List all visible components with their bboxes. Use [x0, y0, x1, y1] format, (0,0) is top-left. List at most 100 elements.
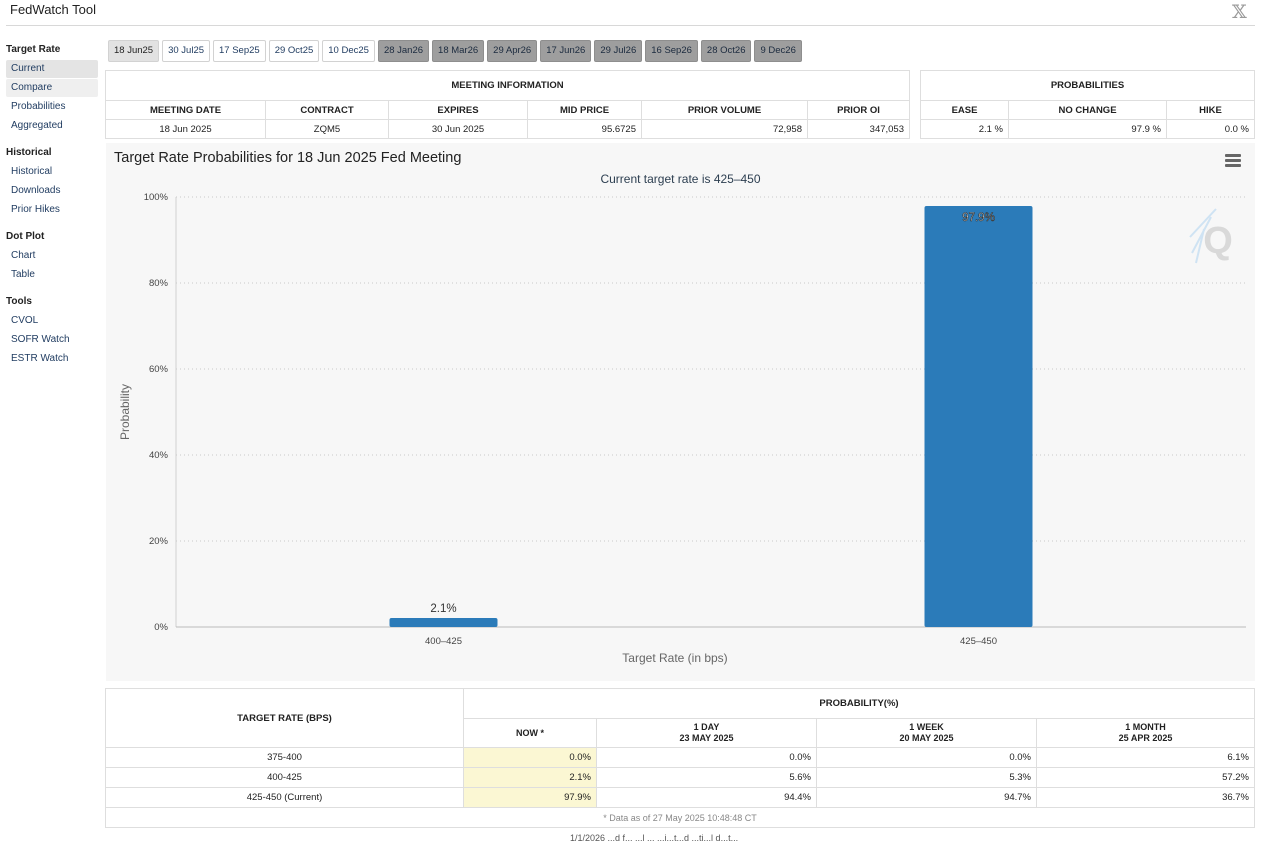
header-period-label: 1 WEEK — [909, 722, 944, 732]
meeting-info-title: MEETING INFORMATION — [105, 70, 910, 101]
probability-cell: 0.0% — [596, 747, 817, 768]
sidebar-item-estr-watch[interactable]: ESTR Watch — [11, 353, 69, 364]
sidebar-item-cvol[interactable]: CVOL — [11, 315, 39, 326]
header-period: 1 WEEK 20 MAY 2025 — [816, 718, 1037, 748]
prior-oi-value: 347,053 — [807, 119, 910, 139]
probability-cell: 94.4% — [596, 787, 817, 808]
svg-text:Q: Q — [1203, 220, 1233, 262]
data-timestamp-note: * Data as of 27 May 2025 10:48:48 CT — [105, 807, 1255, 828]
table-row: 400-425 2.1% 5.6% 5.3% 57.2% — [105, 767, 1255, 788]
tab-29-apr26[interactable]: 29 Apr26 — [487, 40, 538, 62]
ease-value: 2.1 % — [920, 119, 1009, 139]
target-rate-cell: 400-425 — [105, 767, 464, 788]
x-tick-label: 400–425 — [425, 636, 462, 647]
probability-cell: 6.1% — [1036, 747, 1255, 768]
probability-cell: 57.2% — [1036, 767, 1255, 788]
header-prior-oi: PRIOR OI — [807, 100, 910, 120]
header-period: 1 MONTH 25 APR 2025 — [1036, 718, 1255, 748]
sidebar-nav: Target Rate Current Compare Probabilities Ag… — [6, 40, 98, 369]
header-period: NOW * — [463, 718, 597, 748]
plot-area — [176, 197, 1246, 627]
bar — [924, 206, 1033, 627]
probability-cell: 2.1% — [463, 767, 597, 788]
y-axis-label: Probability — [118, 384, 132, 440]
x-axis-label: Target Rate (in bps) — [622, 651, 727, 665]
chart-title: Target Rate Probabilities for 18 Jun 202… — [114, 150, 462, 166]
probability-bar-chart: 0% 20% 40% 60% 80% 100% 2.1% 400–425 97.9% 425–45… — [118, 192, 1246, 665]
probability-cell: 97.9% — [463, 787, 597, 808]
probability-cell: 0.0% — [816, 747, 1037, 768]
sidebar-item-downloads[interactable]: Downloads — [11, 185, 61, 196]
header-period-label: 1 DAY — [693, 722, 720, 732]
expires-value: 30 Jun 2025 — [388, 119, 528, 139]
probability-cell: 0.0% — [463, 747, 597, 768]
tab-18-mar26[interactable]: 18 Mar26 — [432, 40, 485, 62]
header-period: 1 DAY 23 MAY 2025 — [596, 718, 817, 748]
app-title: FedWatch Tool — [10, 2, 96, 17]
sidebar-item-probabilities[interactable]: Probabilities — [11, 101, 66, 112]
tab-28-oct26[interactable]: 28 Oct26 — [700, 40, 752, 62]
header-contract: CONTRACT — [265, 100, 389, 120]
sidebar-item-chart[interactable]: Chart — [11, 250, 36, 261]
bar — [389, 617, 498, 627]
header-mid-price: MID PRICE — [527, 100, 642, 120]
chart-menu-icon[interactable] — [1225, 154, 1241, 167]
tab-17-sep25[interactable]: 17 Sep25 — [213, 40, 266, 62]
sidebar-item-historical[interactable]: Historical — [11, 166, 53, 177]
y-tick-label: 100% — [144, 192, 169, 203]
tab-30-jul25[interactable]: 30 Jul25 — [162, 40, 211, 62]
header-probability: PROBABILITY(%) — [463, 688, 1255, 719]
bar-data-label: 97.9% — [962, 212, 995, 224]
sidebar-item-current[interactable]: Current — [6, 60, 98, 78]
hike-value: 0.0 % — [1166, 119, 1255, 139]
probability-cell: 36.7% — [1036, 787, 1255, 808]
tab-17-jun26[interactable]: 17 Jun26 — [540, 40, 592, 62]
tab-16-sep26[interactable]: 16 Sep26 — [645, 40, 698, 62]
table-row: 425-450 (Current) 97.9% 94.4% 94.7% 36.7% — [105, 787, 1255, 808]
tab-18-jun25[interactable]: 18 Jun25 — [108, 40, 160, 62]
x-share-icon[interactable]: 𝕏 — [1232, 1, 1247, 23]
header-meeting-date: MEETING DATE — [105, 100, 266, 120]
footer-text: 1/1/2026 ...d f... ...l ... ...i...t...d… — [570, 833, 739, 843]
tab-28-jan26[interactable]: 28 Jan26 — [377, 40, 430, 62]
sidebar-item-prior-hikes[interactable]: Prior Hikes — [11, 204, 60, 215]
probability-history-table: TARGET RATE (BPS) PROBABILITY(%) NOW * 1 … — [105, 688, 1255, 828]
tab-29-oct25[interactable]: 29 Oct25 — [268, 40, 320, 62]
contract-value: ZQM5 — [265, 119, 389, 139]
y-tick-label: 80% — [149, 278, 169, 289]
table-row: 375-400 0.0% 0.0% 0.0% 6.1% — [105, 747, 1255, 768]
meeting-date-tabs: 18 Jun25 30 Jul25 17 Sep25 29 Oct25 10 Dec25… — [108, 40, 805, 62]
sidebar-heading: Target Rate — [6, 44, 61, 55]
title-divider — [6, 25, 1255, 26]
header-prior-volume: PRIOR VOLUME — [641, 100, 808, 120]
header-period-date: 20 MAY 2025 — [899, 733, 954, 743]
probability-cell: 94.7% — [816, 787, 1037, 808]
target-rate-cell: 375-400 — [105, 747, 464, 768]
probability-cell: 5.3% — [816, 767, 1037, 788]
bar-data-label: 2.1% — [430, 603, 456, 615]
no-change-value: 97.9 % — [1008, 119, 1167, 139]
meeting-information-table: MEETING INFORMATION MEETING DATE CONTRAC… — [105, 70, 910, 139]
header-no-change: NO CHANGE — [1008, 100, 1167, 120]
sidebar-heading: Dot Plot — [6, 231, 45, 242]
header-period-date: 25 APR 2025 — [1118, 733, 1173, 743]
sidebar-item-compare[interactable]: Compare — [6, 79, 98, 97]
chart-subtitle: Current target rate is 425–450 — [600, 172, 761, 186]
sidebar-heading: Tools — [6, 296, 32, 307]
tab-9-dec26[interactable]: 9 Dec26 — [754, 40, 802, 62]
header-hike: HIKE — [1166, 100, 1255, 120]
tab-10-dec25[interactable]: 10 Dec25 — [322, 40, 375, 62]
sidebar-item-sofr-watch[interactable]: SOFR Watch — [11, 334, 70, 345]
x-tick-label: 425–450 — [960, 636, 997, 647]
prior-volume-value: 72,958 — [641, 119, 808, 139]
sidebar-heading: Historical — [6, 147, 52, 158]
header-period-label: 1 MONTH — [1125, 722, 1166, 732]
sidebar-item-aggregated[interactable]: Aggregated — [11, 120, 63, 131]
target-rate-cell: 425-450 (Current) — [105, 787, 464, 808]
sidebar-item-table[interactable]: Table — [11, 269, 35, 280]
probabilities-table: PROBABILITIES EASE NO CHANGE HIKE 2.1 % … — [920, 70, 1255, 139]
header-ease: EASE — [920, 100, 1009, 120]
header-period-label: NOW * — [516, 727, 544, 738]
tab-29-jul26[interactable]: 29 Jul26 — [594, 40, 643, 62]
y-tick-label: 0% — [154, 622, 168, 633]
